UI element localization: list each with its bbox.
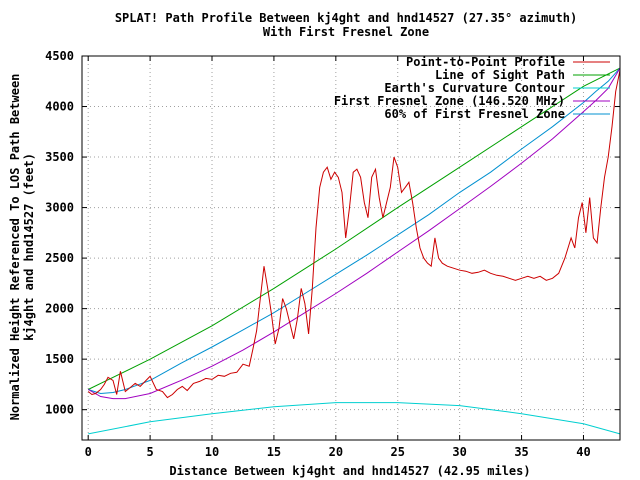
series-line-1	[87, 67, 621, 390]
x-tick-label: 40	[576, 445, 590, 459]
chart-title-line-2: With First Fresnel Zone	[263, 25, 429, 39]
x-tick-label: 15	[267, 445, 281, 459]
plot-series	[87, 67, 621, 435]
y-tick-label: 4000	[45, 100, 74, 114]
legend-entry-label: Line of Sight Path	[435, 68, 565, 82]
x-tick-label: 35	[514, 445, 528, 459]
x-tick-label: 5	[146, 445, 153, 459]
x-tick-label: 30	[452, 445, 466, 459]
x-tick-label: 0	[85, 445, 92, 459]
y-axis-label-line-1: Normalized Height Referenced To LOS Path…	[8, 74, 22, 421]
series-line-2	[88, 402, 621, 435]
y-tick-label: 2000	[45, 302, 74, 316]
legend-entry-label: Earth's Curvature Contour	[384, 81, 565, 95]
y-tick-label: 1500	[45, 352, 74, 366]
y-axis-label-group: Normalized Height Referenced To LOS Path…	[8, 74, 22, 421]
x-tick-label: 25	[391, 445, 405, 459]
y-axis-label-line-2: kj4ght and hnd14527 (feet)	[22, 153, 36, 341]
chart-title-line-1: SPLAT! Path Profile Between kj4ght and h…	[115, 11, 577, 25]
series-line-0	[87, 70, 621, 399]
y-tick-label: 4500	[45, 49, 74, 63]
legend-entry-label: 60% of First Fresnel Zone	[384, 107, 565, 121]
legend-entry-label: First Fresnel Zone (146.520 MHz)	[334, 94, 565, 108]
y-tick-label: 1000	[45, 403, 74, 417]
y-tick-label: 2500	[45, 251, 74, 265]
axis-ticks: 0 5 10 15 20 25 30 35 40 1000 1500 2000 2500 3000 3500…	[45, 49, 620, 459]
x-tick-label: 10	[205, 445, 219, 459]
x-axis-label: Distance Between kj4ght and hnd14527 (42…	[169, 464, 530, 478]
y-axis-label-group-2: kj4ght and hnd14527 (feet)	[22, 153, 36, 341]
grid-lines	[82, 55, 620, 440]
y-tick-label: 3500	[45, 150, 74, 164]
plot-frame	[81, 55, 621, 441]
y-tick-label: 3000	[45, 201, 74, 215]
x-tick-label: 20	[329, 445, 343, 459]
legend-entry-label: Point-to-Point Profile	[406, 55, 565, 69]
series-line-3	[87, 67, 621, 400]
